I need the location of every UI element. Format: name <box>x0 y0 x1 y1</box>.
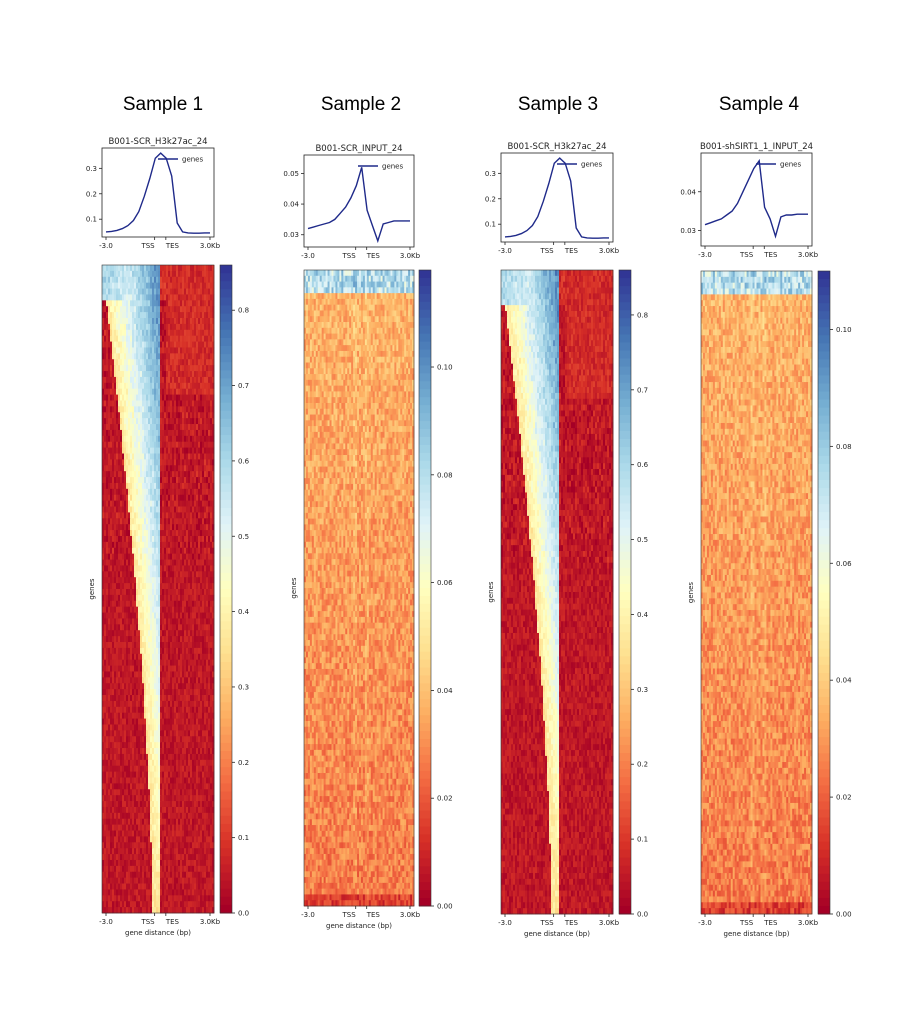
panel-1: Sample 1 B001-SCR_H3k27ac_24 0.1 0.2 0.3 gene… <box>86 94 250 937</box>
profile-ytick-label: 0.1 <box>86 216 97 224</box>
profile-xtick-label: TES <box>165 242 180 250</box>
profile-ytick-label: 0.3 <box>86 165 97 173</box>
profile-xtick-label: 3.0Kb <box>200 242 221 250</box>
heatmap <box>102 265 214 913</box>
profile-ytick-label: 0.2 <box>86 190 97 198</box>
profile-title: B001-SCR_H3k27ac_24 <box>108 137 207 147</box>
legend-label: genes <box>182 156 203 164</box>
sample-label: Sample 1 <box>123 94 203 115</box>
profile-xtick-label: TSS <box>140 242 155 250</box>
profile-xtick-label: -3.0 <box>99 242 113 250</box>
